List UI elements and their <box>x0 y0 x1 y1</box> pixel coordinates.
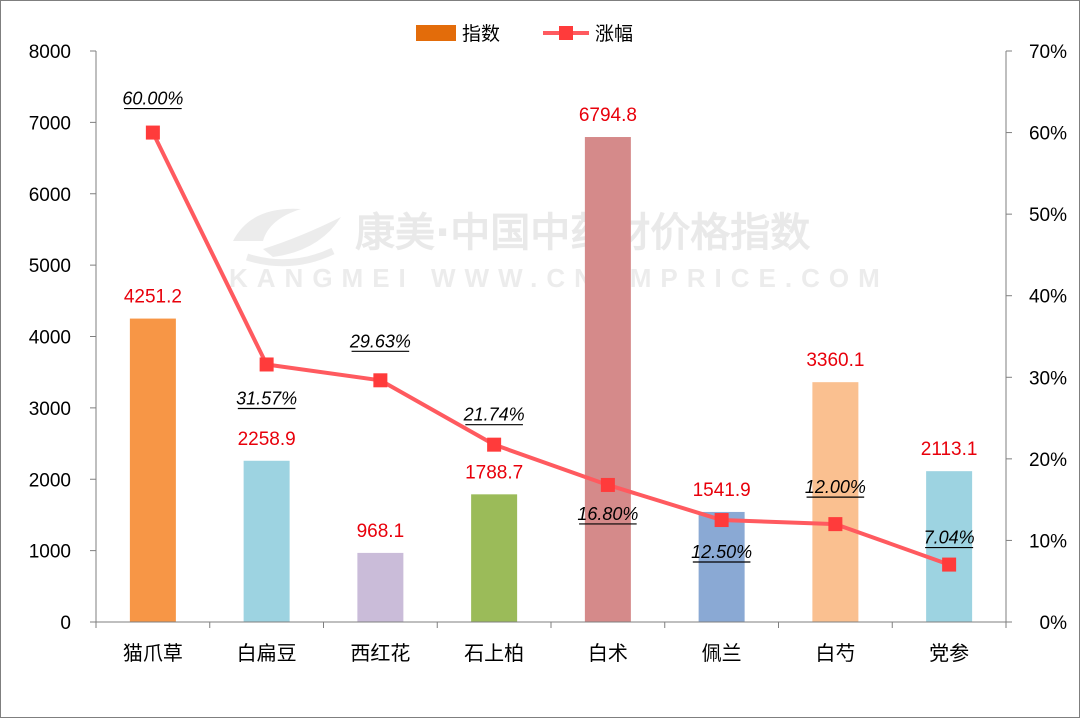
growth-value-label: 60.00% <box>122 89 183 109</box>
legend-bar-swatch <box>416 25 456 41</box>
bar <box>243 460 290 622</box>
growth-marker <box>600 477 615 492</box>
category-label: 党参 <box>929 641 969 665</box>
right-tick-label: 50% <box>1029 205 1067 226</box>
watermark-url: KANGMEI WWW.CNKMPRICE.COM <box>229 263 889 293</box>
growth-value-label: 31.57% <box>236 388 297 408</box>
growth-marker <box>259 357 274 372</box>
category-label: 佩兰 <box>702 641 742 665</box>
category-label: 白芍 <box>815 641 855 665</box>
line-series <box>145 125 957 572</box>
right-tick-label: 60% <box>1029 124 1067 145</box>
bar-value-label: 1788.7 <box>465 462 523 483</box>
category-label: 石上柏 <box>464 641 524 665</box>
growth-value-label: 16.80% <box>577 504 638 524</box>
watermark-title: 康美·中国中药材价格指数 <box>355 210 810 256</box>
growth-value-label: 12.00% <box>805 477 866 497</box>
right-tick-label: 70% <box>1029 42 1067 63</box>
growth-line <box>151 131 950 567</box>
legend-bar-label: 指数 <box>462 23 500 45</box>
axes <box>95 51 1007 628</box>
bar <box>129 318 176 622</box>
category-label: 白扁豆 <box>237 641 297 665</box>
category-label: 白术 <box>588 641 628 665</box>
category-label: 猫爪草 <box>123 641 183 665</box>
growth-marker <box>373 373 388 388</box>
growth-marker <box>942 557 957 572</box>
left-axis-ticks: 0 1000 2000 3000 4000 5000 6000 7000 8000 <box>29 42 96 634</box>
left-tick-label: 2000 <box>29 470 71 491</box>
right-tick-label: 40% <box>1029 287 1067 308</box>
growth-value-label: 29.63% <box>349 331 411 351</box>
right-tick-label: 0% <box>1040 613 1068 634</box>
bar-value-label: 4251.2 <box>124 287 182 308</box>
growth-value-label: 12.50% <box>691 542 752 562</box>
bar-series <box>129 137 973 622</box>
left-tick-label: 7000 <box>29 113 71 134</box>
bar-value-labels: 4251.2 2258.9 968.1 1788.7 6794.8 1541.9 3360.… <box>124 105 978 542</box>
right-axis-ticks: 0% 10% 20% 30% 40% 50% 60% 70% <box>1006 42 1067 634</box>
left-tick-label: 6000 <box>29 185 71 206</box>
right-tick-label: 20% <box>1029 450 1067 471</box>
left-tick-label: 4000 <box>29 328 71 349</box>
bar <box>357 552 404 622</box>
left-tick-label: 1000 <box>29 542 71 563</box>
left-tick-label: 0 <box>60 613 71 634</box>
bar-value-label: 968.1 <box>357 521 405 542</box>
left-tick-label: 8000 <box>29 42 71 63</box>
bar-value-label: 2258.9 <box>238 429 296 450</box>
line-value-labels: 60.00% 31.57% 29.63% 21.74% 16.80% 12.50% 12.0… <box>122 89 975 563</box>
bar-value-label: 3360.1 <box>806 350 864 371</box>
category-labels: 猫爪草 白扁豆 西红花 石上柏 白术 佩兰 白芍 党参 <box>123 641 969 665</box>
legend-line-label: 涨幅 <box>595 23 633 45</box>
left-tick-label: 3000 <box>29 399 71 420</box>
category-label: 西红花 <box>350 641 410 665</box>
bar <box>584 137 631 622</box>
watermark-logo-icon <box>233 208 341 267</box>
growth-value-label: 7.04% <box>924 528 975 548</box>
right-tick-label: 30% <box>1029 368 1067 389</box>
left-tick-label: 5000 <box>29 256 71 277</box>
bar <box>698 511 745 622</box>
growth-marker <box>828 517 843 532</box>
right-tick-label: 10% <box>1029 531 1067 552</box>
bar <box>471 494 518 622</box>
bar-value-label: 6794.8 <box>579 105 637 126</box>
legend: 指数 涨幅 <box>416 23 633 45</box>
bar-value-label: 2113.1 <box>921 439 978 460</box>
bar-value-label: 1541.9 <box>693 480 751 501</box>
bar <box>812 382 859 622</box>
growth-value-label: 21.74% <box>463 405 525 425</box>
growth-marker <box>714 513 729 528</box>
growth-marker <box>487 437 502 452</box>
legend-line-marker <box>559 26 573 40</box>
watermark: 康美·中国中药材价格指数 KANGMEI WWW.CNKMPRICE.COM <box>229 208 889 293</box>
growth-marker <box>145 125 160 140</box>
bar <box>926 471 973 622</box>
